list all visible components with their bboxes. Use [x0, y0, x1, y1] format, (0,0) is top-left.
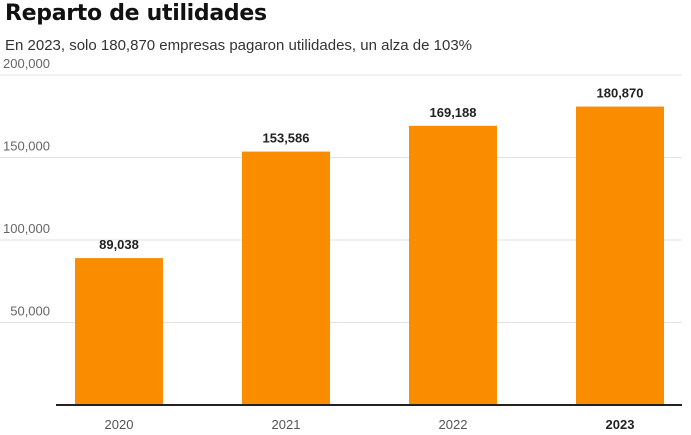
chart-subtitle: En 2023, solo 180,870 empresas pagaron u…: [5, 37, 472, 54]
y-tick-label: 200,000: [3, 56, 50, 71]
y-tick-label: 50,000: [10, 304, 50, 319]
value-label-2020: 89,038: [99, 237, 139, 252]
y-tick-label: 100,000: [3, 221, 50, 236]
x-tick-label-2022: 2022: [439, 417, 468, 432]
value-label-2021: 153,586: [263, 131, 310, 146]
bar-2020: [75, 258, 163, 405]
y-tick-label: 150,000: [3, 139, 50, 154]
bar-2021: [242, 151, 330, 405]
value-label-2023: 180,870: [597, 86, 644, 101]
bar-2022: [409, 125, 497, 406]
value-label-2022: 169,188: [430, 105, 477, 120]
x-tick-label-2020: 2020: [105, 417, 134, 432]
x-axis-tick-labels: 2020 2021 2022 2023: [105, 417, 635, 432]
y-axis-tick-labels: 50,000 100,000 150,000 200,000: [3, 56, 50, 319]
x-tick-label-2023: 2023: [606, 417, 635, 432]
x-tick-label-2021: 2021: [272, 417, 301, 432]
bar-2023: [576, 106, 664, 405]
bar-value-labels: 89,038 153,586 169,188 180,870: [99, 86, 643, 253]
bars: [75, 106, 664, 406]
chart-title: Reparto de utilidades: [5, 1, 267, 26]
